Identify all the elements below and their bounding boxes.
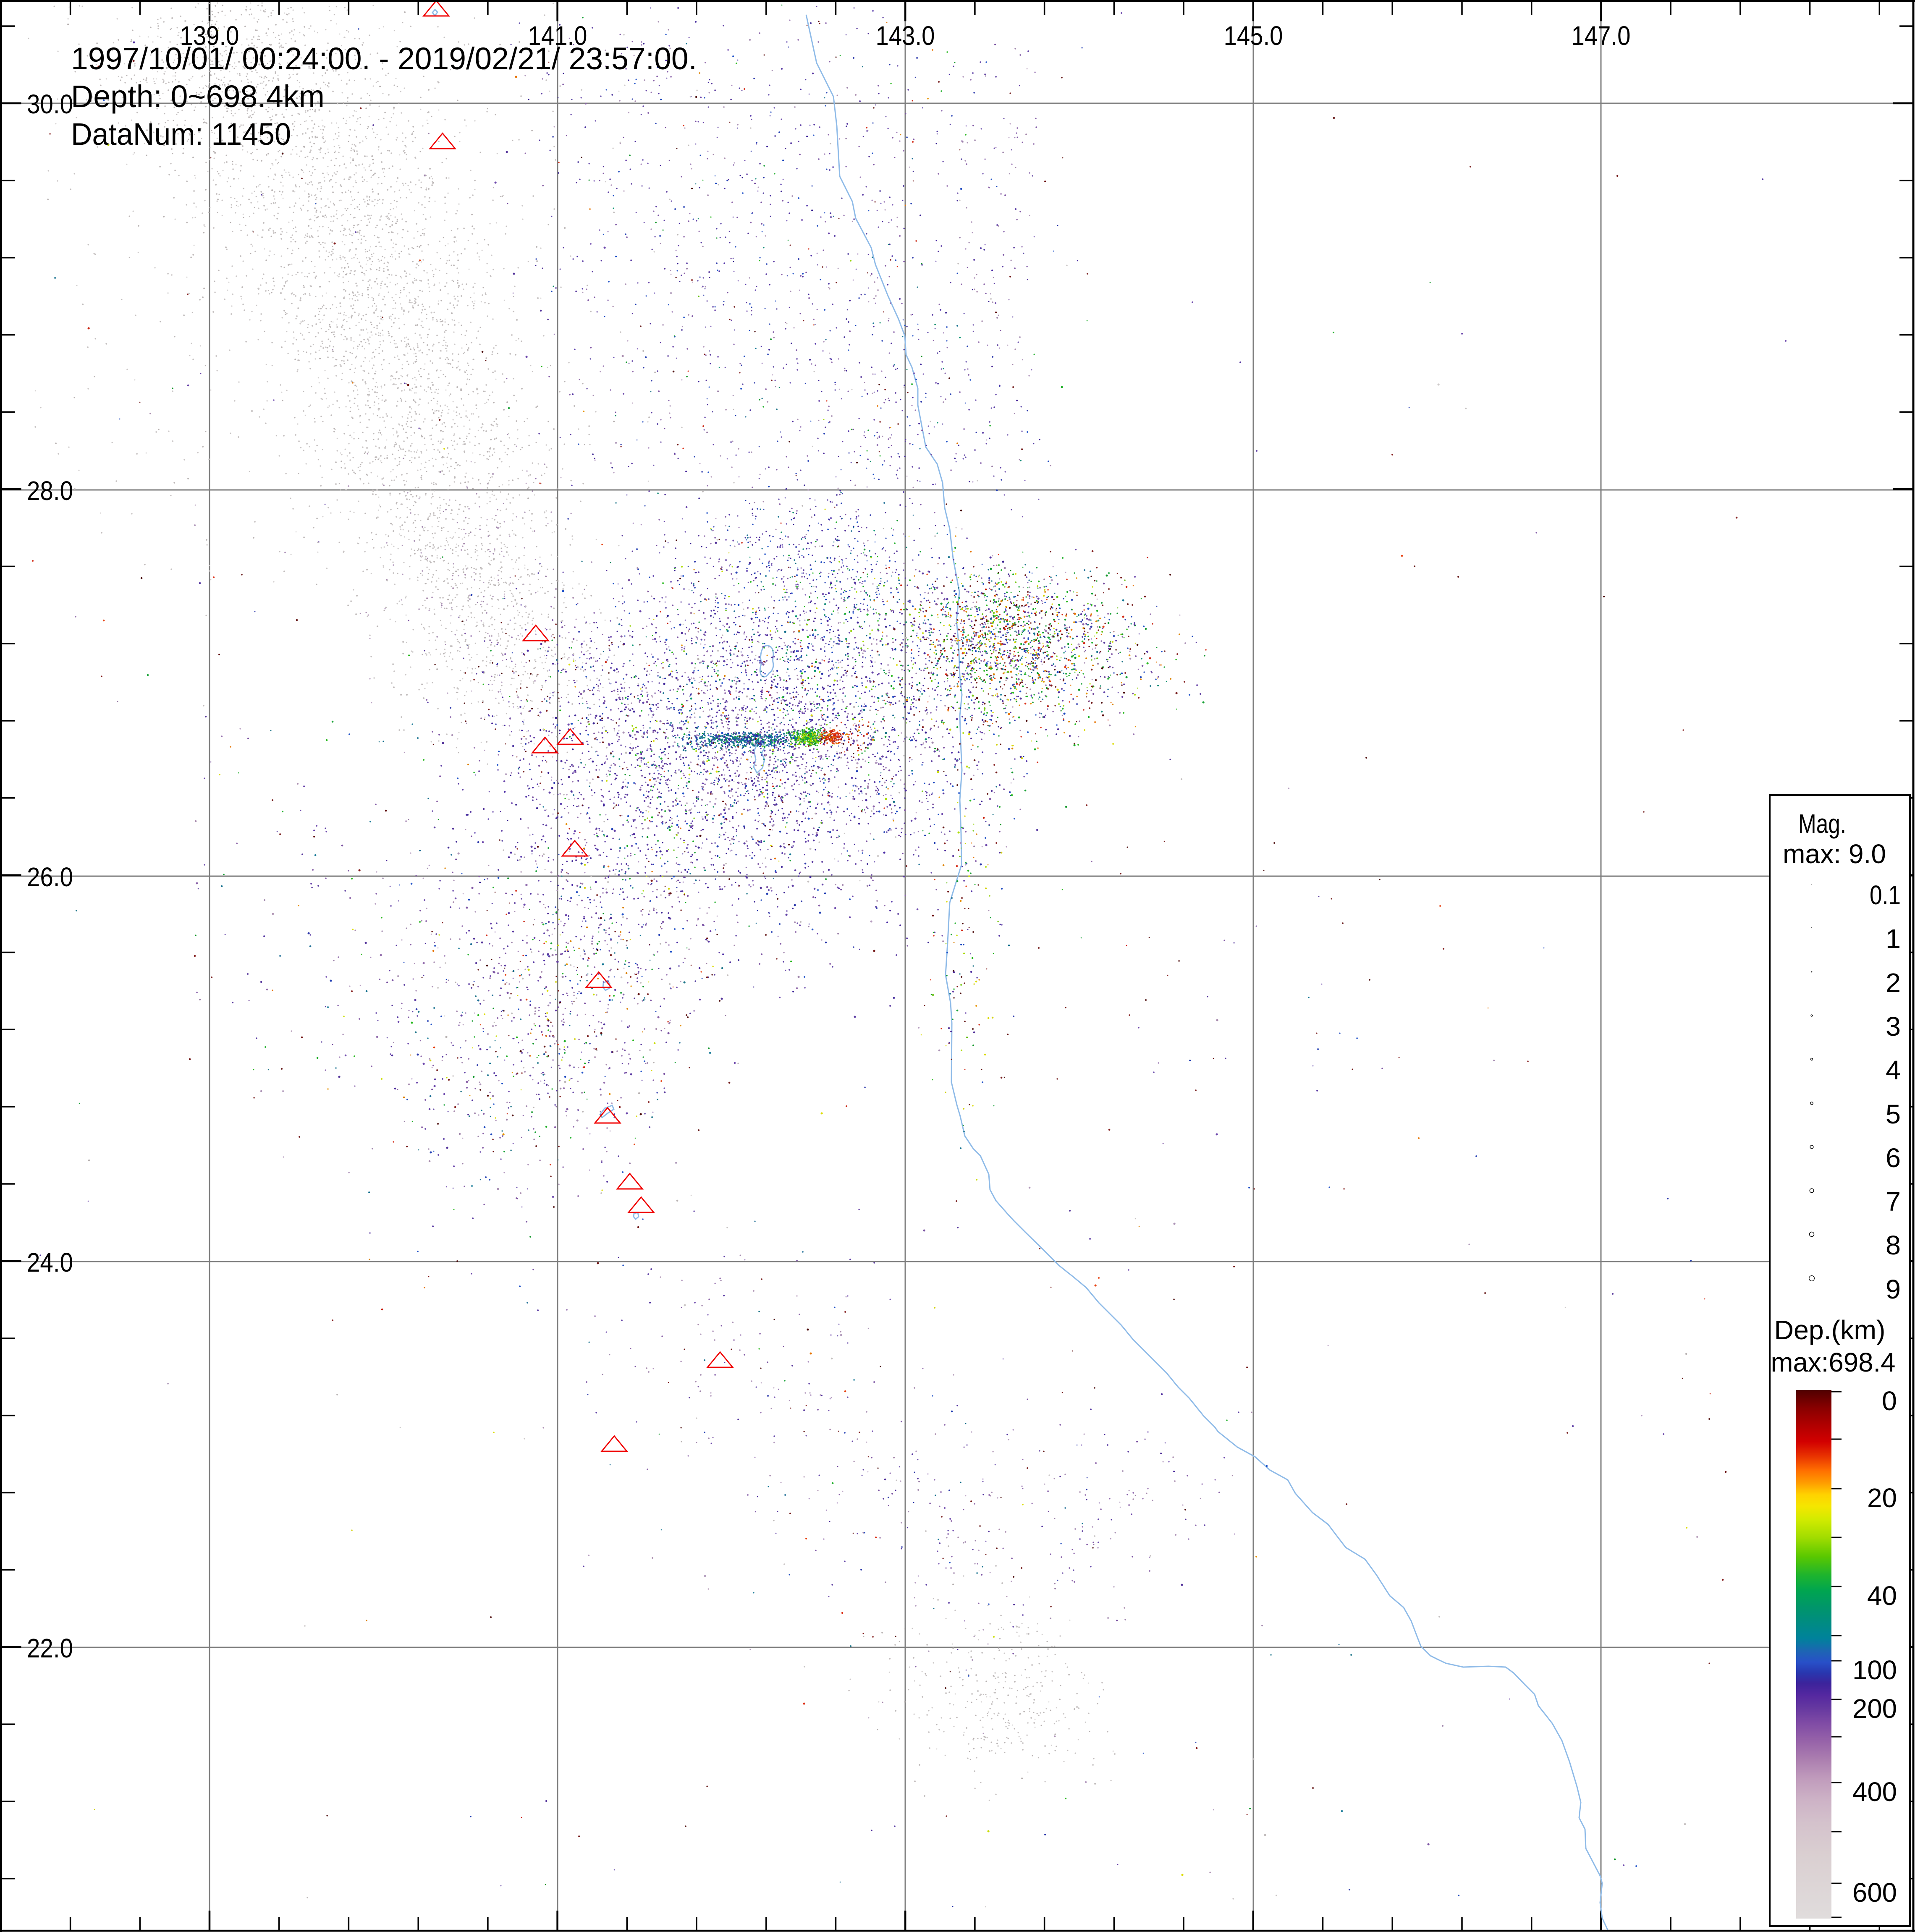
svg-text:40: 40	[1867, 1581, 1897, 1611]
svg-text:400: 400	[1852, 1777, 1897, 1807]
svg-text:2: 2	[1886, 968, 1901, 998]
svg-text:28.0: 28.0	[27, 476, 73, 506]
svg-text:143.0: 143.0	[876, 21, 935, 51]
svg-text:max: 9.0: max: 9.0	[1783, 839, 1886, 869]
svg-text:600: 600	[1852, 1877, 1897, 1908]
svg-text:20: 20	[1867, 1483, 1897, 1513]
svg-text:Dep.(km): Dep.(km)	[1774, 1315, 1886, 1345]
svg-text:139.0: 139.0	[180, 21, 239, 51]
svg-text:141.0: 141.0	[528, 21, 587, 51]
svg-text:100: 100	[1852, 1655, 1897, 1685]
svg-text:0.1: 0.1	[1870, 880, 1901, 910]
svg-text:max:698.4: max:698.4	[1771, 1347, 1896, 1377]
svg-text:24.0: 24.0	[27, 1247, 73, 1278]
svg-text:7: 7	[1886, 1186, 1901, 1217]
svg-text:5: 5	[1886, 1099, 1901, 1129]
svg-text:1997/10/01/ 00:24:00. - 2019/0: 1997/10/01/ 00:24:00. - 2019/02/21/ 23:5…	[71, 41, 697, 76]
svg-text:6: 6	[1886, 1143, 1901, 1173]
svg-text:1: 1	[1886, 924, 1901, 954]
svg-text:DataNum: 11450: DataNum: 11450	[71, 117, 291, 152]
svg-text:8: 8	[1886, 1230, 1901, 1260]
svg-text:147.0: 147.0	[1572, 21, 1631, 51]
svg-text:3: 3	[1886, 1011, 1901, 1042]
svg-text:9: 9	[1886, 1274, 1901, 1304]
svg-text:Mag.: Mag.	[1798, 809, 1846, 839]
svg-text:30.0: 30.0	[27, 89, 73, 119]
svg-text:22.0: 22.0	[27, 1633, 73, 1663]
svg-text:26.0: 26.0	[27, 862, 73, 892]
svg-text:145.0: 145.0	[1224, 21, 1283, 51]
svg-text:4: 4	[1886, 1055, 1901, 1085]
svg-text:0: 0	[1882, 1386, 1897, 1416]
svg-text:200: 200	[1852, 1694, 1897, 1724]
svg-text:Depth: 0~698.4km: Depth: 0~698.4km	[71, 79, 325, 114]
